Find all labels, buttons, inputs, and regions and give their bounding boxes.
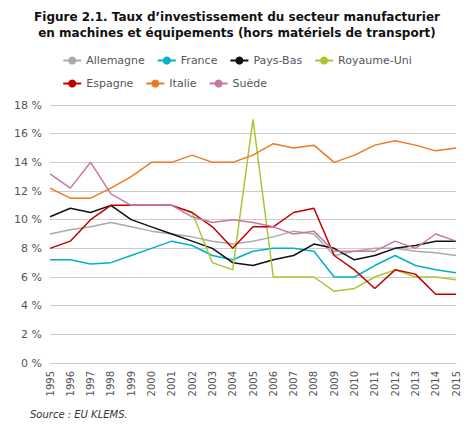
svg-text:2015: 2015 [451,371,462,396]
svg-text:2004: 2004 [227,371,238,396]
svg-text:Royaume-Uni: Royaume-Uni [338,54,412,67]
svg-text:Suède: Suède [233,77,268,90]
svg-text:2008: 2008 [308,371,319,396]
svg-text:Figure 2.1. Taux d’investissem: Figure 2.1. Taux d’investissement du sec… [34,10,440,24]
svg-text:0 %: 0 % [21,357,42,370]
svg-text:4 %: 4 % [21,299,42,312]
svg-text:10 %: 10 % [14,213,42,226]
svg-text:Source : EU KLEMS.: Source : EU KLEMS. [30,409,128,420]
svg-text:2010: 2010 [349,371,360,396]
svg-text:18 %: 18 % [14,99,42,112]
svg-text:8 %: 8 % [21,242,42,255]
svg-text:1997: 1997 [85,371,96,396]
svg-text:16 %: 16 % [14,127,42,140]
svg-text:2000: 2000 [146,371,157,396]
svg-text:Italie: Italie [169,77,196,90]
svg-text:2011: 2011 [369,371,380,396]
svg-text:2005: 2005 [248,371,259,396]
svg-text:2009: 2009 [329,371,340,396]
svg-text:2 %: 2 % [21,328,42,341]
svg-text:2001: 2001 [166,371,177,396]
svg-text:Allemagne: Allemagne [86,54,145,67]
svg-text:2002: 2002 [187,371,198,396]
svg-text:France: France [181,54,218,67]
svg-text:2007: 2007 [288,371,299,396]
svg-text:2003: 2003 [207,371,218,396]
svg-text:Pays-Bas: Pays-Bas [253,54,302,67]
svg-text:2012: 2012 [390,371,401,396]
svg-text:en machines et équipements (ho: en machines et équipements (hors matérie… [38,26,436,40]
svg-text:6 %: 6 % [21,271,42,284]
svg-text:Espagne: Espagne [86,77,133,90]
svg-text:1996: 1996 [65,371,76,396]
svg-text:1999: 1999 [126,371,137,396]
svg-text:14 %: 14 % [14,156,42,169]
svg-text:2013: 2013 [410,371,421,396]
svg-text:1995: 1995 [45,371,56,396]
svg-text:2014: 2014 [430,371,441,396]
svg-text:12 %: 12 % [14,185,42,198]
svg-text:1998: 1998 [105,371,116,396]
svg-text:2006: 2006 [268,371,279,396]
